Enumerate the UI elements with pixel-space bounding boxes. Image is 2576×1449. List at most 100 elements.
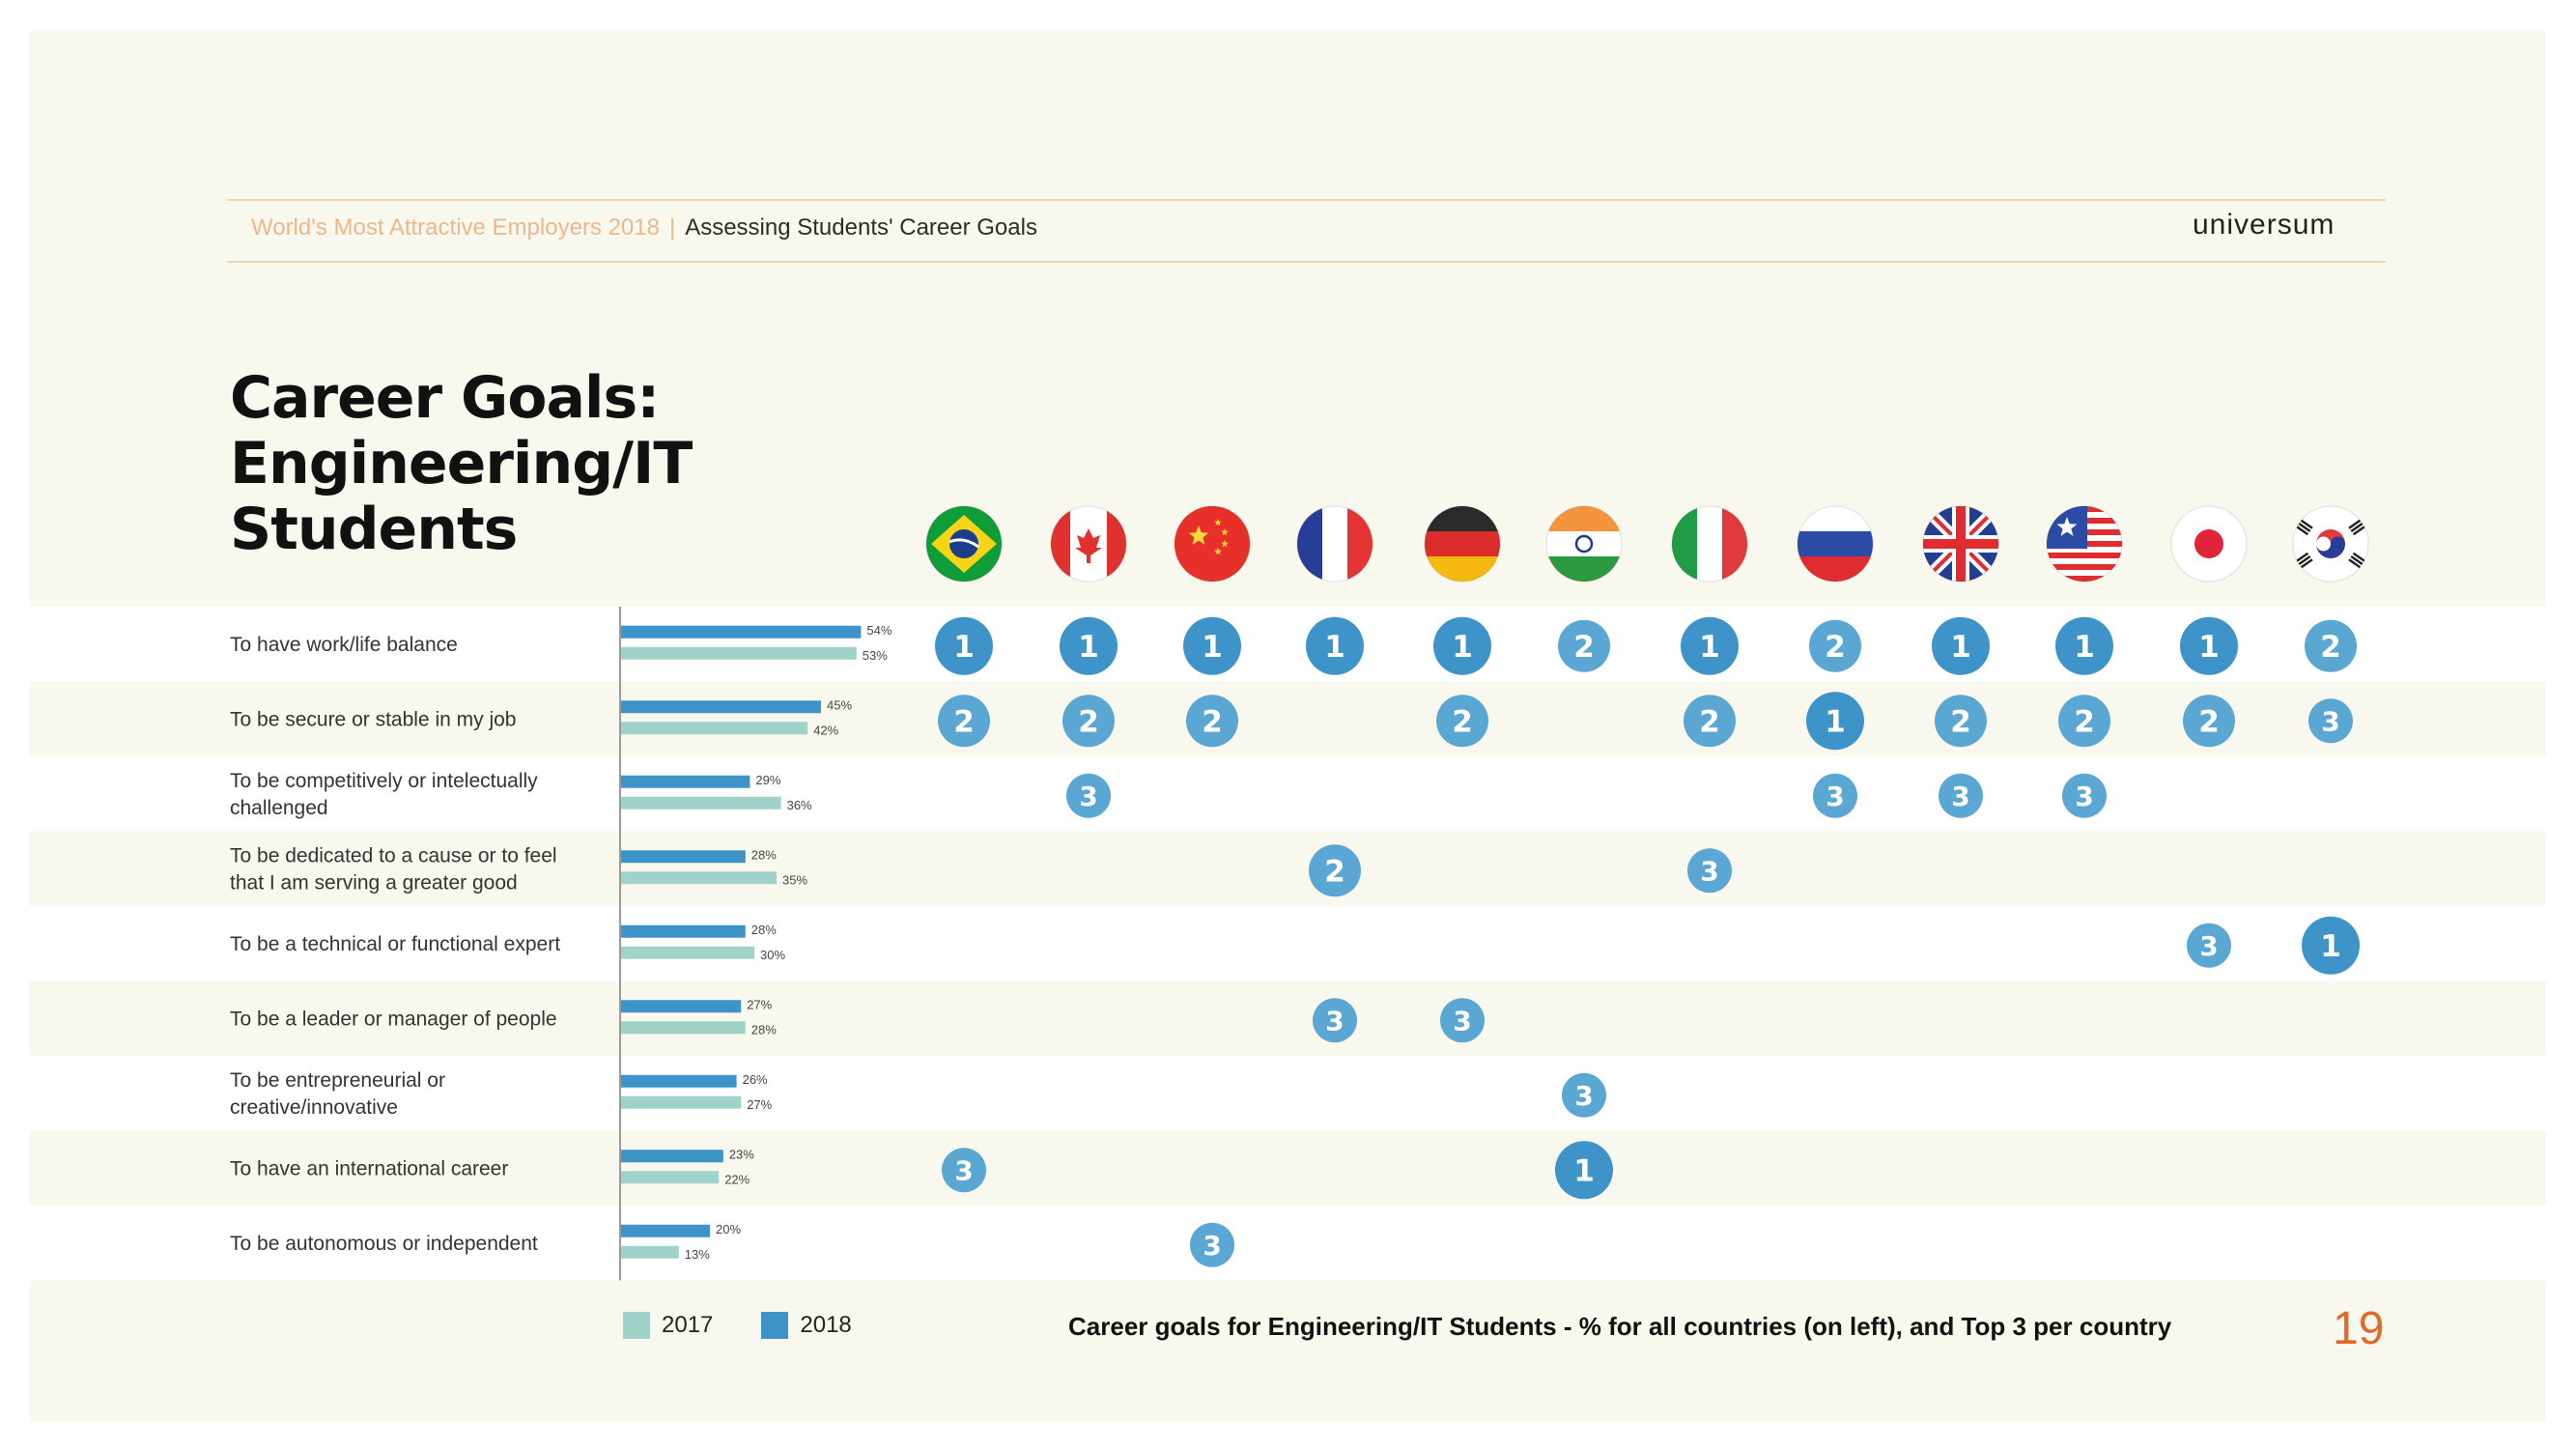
rank-badge-circle [2180, 616, 2238, 675]
rank-badge-circle [2062, 773, 2107, 818]
legend-swatch-2018 [761, 1312, 789, 1339]
rank-badge: 1 [1932, 616, 1990, 675]
rank-badge: 2 [1684, 695, 1736, 748]
rank-badge-number: 2 [2198, 704, 2220, 739]
rank-badge-circle [1681, 616, 1739, 675]
legend-label-2017: 2017 [662, 1312, 714, 1338]
rank-badge-circle [2187, 923, 2231, 968]
bar-2017 [621, 722, 808, 735]
rank-badge: 3 [2187, 923, 2231, 968]
universum-logo: universum [2193, 209, 2335, 241]
bar-2018 [621, 775, 750, 788]
category-label-line: To be autonomous or independent [230, 1233, 538, 1255]
bar-2018 [621, 1074, 737, 1088]
bar-2017 [621, 1095, 742, 1109]
rank-badge-circle [1060, 616, 1118, 675]
rank-badge-circle [1183, 616, 1241, 675]
header-brand-text: World's Most Attractive Employers 2018 [251, 214, 660, 241]
rank-badge-number: 3 [1079, 781, 1097, 812]
rank-badge: 3 [1313, 998, 1357, 1043]
rank-badge-circle [1806, 692, 1864, 751]
bar-label-2018: 27% [747, 997, 772, 1011]
rank-badge-number: 3 [1325, 1005, 1344, 1037]
bar-label-2017: 42% [813, 723, 838, 737]
category-label-line: To be secure or stable in my job [230, 708, 516, 730]
bar-label-2018: 26% [743, 1072, 768, 1087]
legend-item-2017: 2017 [623, 1312, 713, 1339]
rank-badge-number: 2 [1825, 630, 1846, 665]
rank-badge-number: 3 [2075, 781, 2093, 812]
bar-2018 [621, 1224, 710, 1237]
rank-badge-number: 1 [1078, 630, 1099, 665]
bar-label-2018: 28% [751, 923, 777, 937]
rank-badge-circle [2305, 619, 2357, 672]
rank-badge-number: 2 [953, 704, 975, 739]
bar-2017 [621, 1171, 720, 1184]
rank-badge: 1 [935, 616, 993, 675]
rank-badge: 3 [1813, 773, 1857, 818]
rank-badge-circle [1440, 998, 1485, 1043]
page-number: 19 [2333, 1303, 2385, 1354]
rank-badge-number: 3 [2199, 930, 2218, 962]
rank-badge-circle [1309, 844, 1361, 897]
rank-badge-number: 3 [1203, 1230, 1221, 1262]
bar-label-2017: 13% [685, 1247, 710, 1262]
header-breadcrumb: World's Most Attractive Employers 2018 | A… [251, 214, 1037, 242]
bar-2018 [621, 1000, 742, 1013]
rank-badge-number: 3 [1453, 1005, 1471, 1037]
bar-2017 [621, 871, 777, 885]
rank-badge-circle [1687, 848, 1732, 894]
rank-badge-number: 3 [954, 1154, 973, 1186]
rank-badge: 2 [1309, 844, 1361, 897]
rank-badge-circle [1186, 695, 1238, 748]
rank-badge: 1 [2055, 616, 2113, 675]
header-divider: | [668, 214, 676, 241]
rank-badge-circle [1306, 616, 1364, 675]
uk-flag-icon [1923, 506, 1998, 582]
page-title: Career Goals: Engineering/IT Students [230, 364, 693, 563]
rank-badge-circle [1939, 773, 1983, 818]
rank-badge: 1 [1433, 616, 1491, 675]
rank-badge-number: 2 [1950, 704, 1971, 739]
rank-badge: 2 [2058, 695, 2110, 748]
rank-badge: 2 [2183, 695, 2235, 748]
legend-swatch-2017 [623, 1312, 650, 1339]
rank-badge-circle [1436, 695, 1488, 748]
rank-badge-number: 2 [1452, 704, 1473, 739]
bar-label-2018: 28% [751, 847, 777, 862]
rank-badge-number: 1 [1573, 1153, 1595, 1188]
legend-label-2018: 2018 [800, 1312, 852, 1338]
bar-2018 [621, 700, 821, 714]
rank-badge: 2 [1186, 695, 1238, 748]
category-label: To be a technical or functional expert [230, 933, 560, 955]
rank-badge-number: 2 [1078, 704, 1099, 739]
rank-badge-circle [2308, 698, 2353, 744]
rank-badge: 3 [1562, 1072, 1606, 1118]
bar-label-2017: 28% [751, 1022, 777, 1037]
bar-label-2017: 22% [724, 1172, 750, 1186]
legend-item-2018: 2018 [761, 1312, 852, 1339]
japan-flag-icon [2171, 506, 2247, 582]
rank-badge: 2 [1558, 619, 1610, 672]
bar-2018 [621, 850, 746, 864]
rank-badge: 1 [1060, 616, 1118, 675]
rank-badge: 3 [942, 1148, 986, 1193]
rank-badge-circle [1555, 1141, 1613, 1200]
row-background [30, 607, 2546, 682]
category-label-line: To be entrepreneurial or [230, 1069, 445, 1092]
rank-badge: 3 [1687, 848, 1732, 894]
rank-badge: 1 [2302, 916, 2360, 975]
rank-badge: 3 [1939, 773, 1983, 818]
category-label: To be secure or stable in my job [230, 708, 516, 730]
rank-badge: 1 [2180, 616, 2238, 675]
category-label-line: To have work/life balance [230, 634, 458, 656]
rank-badge-circle [1190, 1222, 1234, 1267]
rank-badge-number: 1 [2198, 630, 2220, 665]
rank-badge-circle [1062, 695, 1115, 748]
row-background [30, 980, 2546, 1056]
rank-badge: 1 [1681, 616, 1739, 675]
rank-badge-circle [1932, 616, 1990, 675]
rank-badge-circle [1313, 998, 1357, 1043]
bar-2017 [621, 646, 857, 660]
china-flag-icon [1175, 506, 1250, 582]
